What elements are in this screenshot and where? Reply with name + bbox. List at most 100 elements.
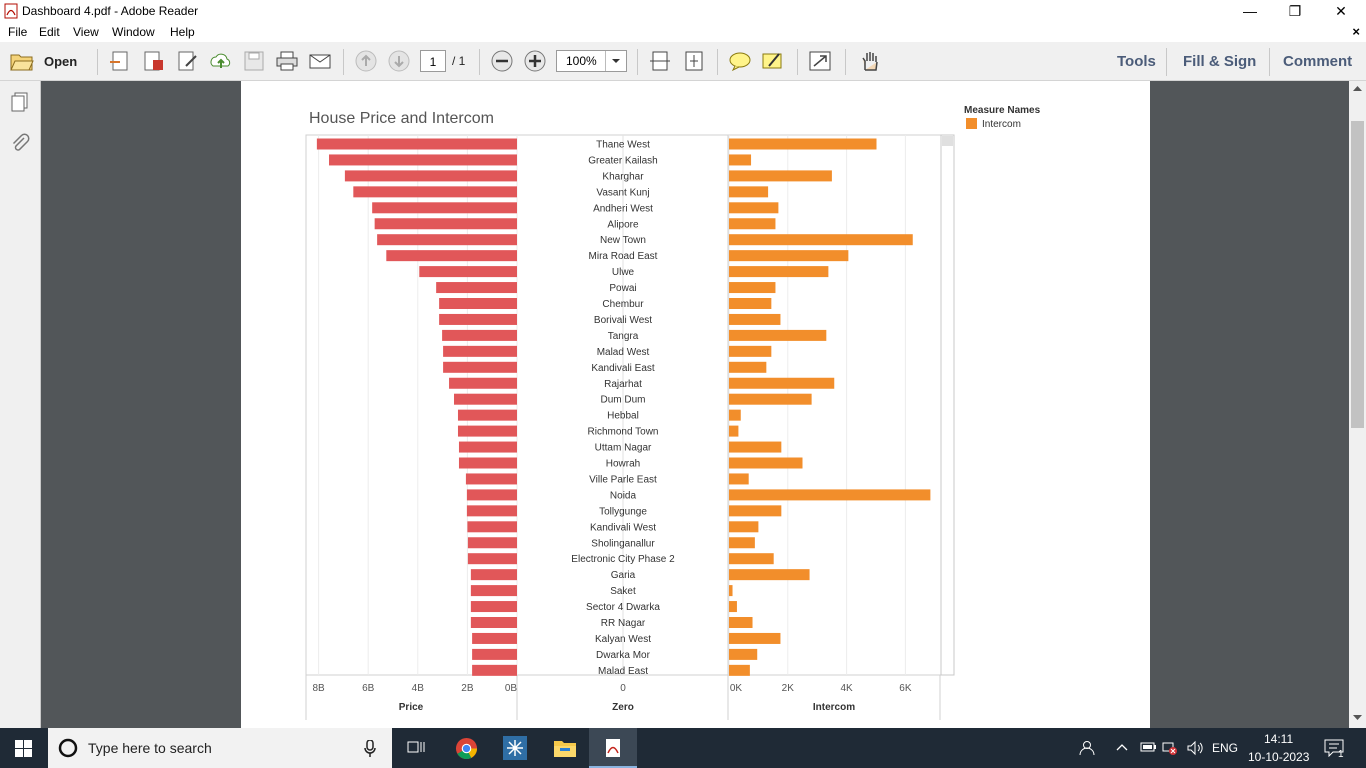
battery-icon[interactable]	[1140, 741, 1156, 753]
intercom-bar[interactable]	[729, 282, 776, 294]
intercom-bar[interactable]	[729, 441, 782, 453]
page-thumbnails-icon[interactable]	[9, 91, 31, 113]
intercom-bar[interactable]	[729, 617, 753, 628]
notifications-icon[interactable]	[1324, 739, 1344, 757]
print-icon[interactable]	[275, 50, 299, 72]
page-number-input[interactable]: 1	[420, 50, 446, 72]
attachments-icon[interactable]	[9, 133, 31, 155]
fill-sign-button[interactable]: Fill & Sign	[1183, 53, 1257, 70]
price-bar[interactable]	[344, 170, 517, 182]
intercom-bar[interactable]	[729, 298, 772, 309]
windows-start-icon[interactable]	[15, 740, 32, 757]
price-bar[interactable]	[458, 441, 517, 453]
taskbar-search[interactable]: Type here to search	[48, 728, 392, 768]
tools-button[interactable]: Tools	[1117, 53, 1156, 70]
price-bar[interactable]	[329, 154, 517, 166]
next-page-icon[interactable]	[387, 50, 411, 72]
zoom-out-icon[interactable]	[490, 50, 514, 72]
price-bar[interactable]	[470, 617, 517, 628]
microphone-icon[interactable]	[364, 740, 376, 757]
task-view-icon[interactable]	[406, 739, 426, 757]
price-bar[interactable]	[386, 250, 517, 262]
hand-tool-icon[interactable]	[858, 50, 882, 72]
comment-button[interactable]: Comment	[1283, 53, 1353, 70]
close-document-button[interactable]: ×	[1352, 24, 1360, 39]
chevron-up-icon[interactable]	[1116, 743, 1128, 751]
intercom-bar[interactable]	[729, 138, 877, 150]
price-bar[interactable]	[472, 664, 517, 676]
intercom-bar[interactable]	[729, 664, 750, 676]
price-bar[interactable]	[372, 202, 517, 214]
intercom-bar[interactable]	[729, 632, 781, 644]
open-button[interactable]: Open	[44, 54, 78, 69]
price-bar[interactable]	[449, 377, 517, 389]
document-scrollbar[interactable]	[1349, 81, 1366, 728]
scroll-down-icon[interactable]	[1353, 715, 1362, 721]
intercom-bar[interactable]	[729, 393, 812, 405]
price-bar[interactable]	[467, 537, 517, 549]
price-bar[interactable]	[316, 138, 517, 150]
volume-icon[interactable]	[1186, 740, 1204, 756]
open-folder-icon[interactable]	[10, 50, 34, 72]
email-icon[interactable]	[308, 50, 332, 72]
price-bar[interactable]	[466, 489, 517, 501]
price-bar[interactable]	[466, 505, 517, 517]
price-bar[interactable]	[439, 313, 517, 325]
minimize-button[interactable]: —	[1243, 3, 1257, 19]
save-icon[interactable]	[242, 50, 266, 72]
price-bar[interactable]	[467, 553, 517, 565]
taskbar-adobe-reader[interactable]	[589, 728, 637, 768]
intercom-bar[interactable]	[729, 457, 803, 469]
price-bar[interactable]	[470, 569, 517, 581]
file-explorer-icon[interactable]	[553, 738, 577, 758]
language-indicator[interactable]: ENG	[1212, 741, 1239, 755]
intercom-bar[interactable]	[729, 537, 755, 549]
menu-edit[interactable]: Edit	[39, 25, 60, 39]
intercom-bar[interactable]	[729, 329, 827, 341]
upload-cloud-icon[interactable]	[209, 50, 233, 72]
price-bar[interactable]	[443, 361, 517, 373]
chrome-icon[interactable]	[455, 737, 478, 760]
clock-time[interactable]: 14:11	[1264, 732, 1294, 746]
intercom-bar[interactable]	[729, 553, 774, 565]
fit-width-icon[interactable]	[648, 50, 672, 72]
menu-help[interactable]: Help	[170, 25, 195, 39]
price-bar[interactable]	[374, 218, 517, 230]
price-bar[interactable]	[470, 585, 517, 597]
price-bar[interactable]	[353, 186, 517, 198]
scroll-up-icon[interactable]	[1353, 85, 1362, 91]
intercom-bar[interactable]	[729, 425, 739, 437]
previous-page-icon[interactable]	[354, 50, 378, 72]
intercom-bar[interactable]	[729, 234, 913, 246]
intercom-bar[interactable]	[729, 154, 752, 166]
price-bar[interactable]	[457, 409, 517, 421]
intercom-bar[interactable]	[729, 409, 741, 421]
sticky-note-icon[interactable]	[728, 50, 752, 72]
zoom-select[interactable]: 100%	[556, 50, 627, 72]
price-bar[interactable]	[443, 345, 517, 357]
menu-file[interactable]: File	[8, 25, 28, 39]
legend-label[interactable]: Intercom	[982, 119, 1021, 130]
create-pdf-icon[interactable]	[108, 50, 132, 72]
price-bar[interactable]	[439, 298, 517, 309]
price-bar[interactable]	[436, 282, 517, 294]
fit-page-icon[interactable]	[682, 50, 706, 72]
intercom-bar[interactable]	[729, 473, 749, 485]
price-bar[interactable]	[465, 473, 517, 485]
intercom-bar[interactable]	[729, 489, 931, 501]
intercom-bar[interactable]	[729, 521, 759, 533]
intercom-bar[interactable]	[729, 170, 832, 182]
zoom-in-icon[interactable]	[523, 50, 547, 72]
full-screen-icon[interactable]	[808, 50, 832, 72]
export-pdf-icon[interactable]	[142, 50, 166, 72]
people-icon[interactable]	[1078, 740, 1096, 756]
intercom-bar[interactable]	[729, 313, 781, 325]
intercom-bar[interactable]	[729, 218, 776, 230]
price-bar[interactable]	[377, 234, 517, 246]
price-bar[interactable]	[472, 632, 517, 644]
intercom-bar[interactable]	[729, 569, 810, 581]
intercom-bar[interactable]	[729, 585, 733, 597]
intercom-bar[interactable]	[729, 377, 835, 389]
chevron-down-icon[interactable]	[605, 51, 626, 71]
intercom-bar[interactable]	[729, 250, 849, 262]
